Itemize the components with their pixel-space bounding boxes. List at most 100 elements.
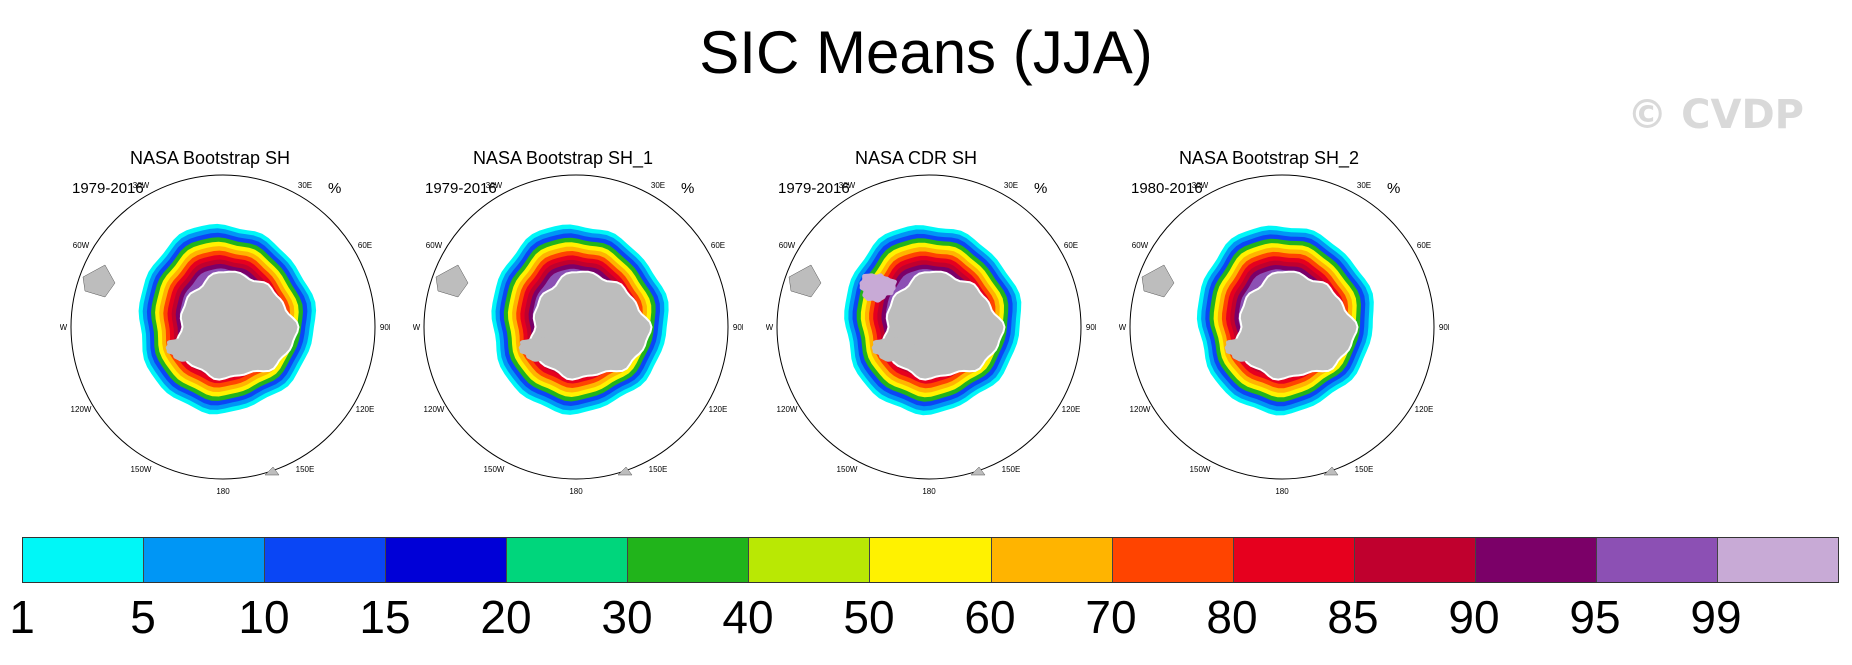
polar-map: 030E60E90E120E150E180150W120W90W60W30W <box>766 174 1096 496</box>
longitude-label: 90E <box>1086 323 1096 332</box>
longitude-label: 60E <box>711 241 725 250</box>
colorbar-box-0 <box>23 538 145 582</box>
new-zealand-landmass <box>264 466 280 476</box>
polar-map: 030E60E90E120E150E180150W120W90W60W30W <box>60 174 390 496</box>
colorbar-box-8 <box>991 538 1113 582</box>
longitude-label: 30W <box>1192 181 1209 190</box>
colorbar-box-1 <box>144 538 266 582</box>
panel-units: % <box>328 180 342 197</box>
colorbar-labels: 1 5 10 15 20 30 40 50 60 70 80 85 90 95 99 <box>0 590 1852 650</box>
map-panel: NASA Bootstrap SH_21980-2016%030E60E90E1… <box>1119 140 1449 520</box>
map-panel: NASA CDR SH1979-2016%030E60E90E120E150E1… <box>766 140 1096 520</box>
colorbar-label: 99 <box>1690 591 1742 643</box>
colorbar-box-7 <box>870 538 992 582</box>
panel-units: % <box>681 180 695 197</box>
watermark: © CVDP <box>1627 92 1804 138</box>
new-zealand-landmass <box>970 466 986 476</box>
longitude-label: 30W <box>839 181 856 190</box>
longitude-label: 90E <box>1439 323 1449 332</box>
colorbar <box>22 537 1839 583</box>
longitude-label: 90E <box>380 323 390 332</box>
colorbar-box-9 <box>1112 538 1234 582</box>
antarctic-peninsula <box>165 337 211 362</box>
south-america-landmass <box>788 264 822 298</box>
colorbar-label: 1 <box>9 591 35 643</box>
longitude-label: 60W <box>426 241 443 250</box>
map-panel: NASA Bootstrap SH1979-2016%030E60E90E120… <box>60 140 390 520</box>
longitude-label: 120W <box>1130 405 1151 414</box>
longitude-label: 60W <box>1132 241 1149 250</box>
panel-title: NASA Bootstrap SH_1 <box>472 148 654 168</box>
colorbar-label: 10 <box>238 591 290 643</box>
longitude-label: 120E <box>1062 405 1081 414</box>
longitude-label: 30E <box>651 181 665 190</box>
colorbar-box-6 <box>749 538 871 582</box>
longitude-label: 150E <box>1002 465 1021 474</box>
colorbar-label: 80 <box>1206 591 1258 643</box>
colorbar-label: 5 <box>130 591 156 643</box>
colorbar-label: 50 <box>843 591 895 643</box>
colorbar-box-11 <box>1354 538 1476 582</box>
longitude-label: 180 <box>922 487 936 496</box>
colorbar-label: 85 <box>1327 591 1379 643</box>
ice-band-99 <box>859 273 897 303</box>
longitude-label: 30W <box>133 181 150 190</box>
longitude-label: 150W <box>837 465 858 474</box>
longitude-label: 120W <box>424 405 445 414</box>
south-america-landmass <box>1141 264 1175 298</box>
antarctic-peninsula <box>518 337 564 362</box>
longitude-label: 150E <box>296 465 315 474</box>
map-panel: NASA Bootstrap SH_11979-2016%030E60E90E1… <box>413 140 743 520</box>
colorbar-box-3 <box>386 538 508 582</box>
longitude-label: 180 <box>216 487 230 496</box>
longitude-label: 150E <box>1355 465 1374 474</box>
colorbar-label: 15 <box>359 591 411 643</box>
colorbar-box-2 <box>265 538 387 582</box>
longitude-label: 60E <box>358 241 372 250</box>
polar-map: 030E60E90E120E150E180150W120W90W60W30W <box>1119 174 1449 496</box>
colorbar-box-4 <box>507 538 629 582</box>
longitude-label: 120W <box>777 405 798 414</box>
longitude-label: 180 <box>569 487 583 496</box>
longitude-label: 30E <box>1357 181 1371 190</box>
longitude-label: 60E <box>1064 241 1078 250</box>
panel-years: 1979-2016 <box>72 180 144 197</box>
longitude-label: 120W <box>71 405 92 414</box>
antarctic-peninsula <box>871 337 917 362</box>
longitude-label: 60E <box>1417 241 1431 250</box>
longitude-label: 90E <box>733 323 743 332</box>
panel-units: % <box>1387 180 1401 197</box>
longitude-label: 180 <box>1275 487 1289 496</box>
longitude-label: 90W <box>60 323 68 332</box>
south-america-landmass <box>435 264 469 298</box>
longitude-label: 60W <box>779 241 796 250</box>
colorbar-box-10 <box>1233 538 1355 582</box>
panel-years: 1979-2016 <box>425 180 497 197</box>
longitude-label: 60W <box>73 241 90 250</box>
new-zealand-landmass <box>1323 466 1339 476</box>
polar-map: 030E60E90E120E150E180150W120W90W60W30W <box>413 174 743 496</box>
south-america-landmass <box>82 264 116 298</box>
antarctic-peninsula <box>1224 337 1270 362</box>
longitude-label: 30E <box>298 181 312 190</box>
longitude-label: 150E <box>649 465 668 474</box>
panel-title: NASA CDR SH <box>854 148 978 168</box>
longitude-label: 90W <box>413 323 421 332</box>
colorbar-box-5 <box>628 538 750 582</box>
colorbar-label: 40 <box>722 591 774 643</box>
longitude-label: 30W <box>486 181 503 190</box>
panel-title: NASA Bootstrap SH <box>129 148 291 168</box>
colorbar-label: 70 <box>1085 591 1137 643</box>
colorbar-label: 30 <box>601 591 653 643</box>
colorbar-label: 60 <box>964 591 1016 643</box>
longitude-label: 120E <box>356 405 375 414</box>
longitude-label: 90W <box>766 323 774 332</box>
colorbar-label: 95 <box>1569 591 1621 643</box>
longitude-label: 30E <box>1004 181 1018 190</box>
colorbar-box-14 <box>1717 538 1838 582</box>
colorbar-box-13 <box>1596 538 1718 582</box>
longitude-label: 150W <box>1190 465 1211 474</box>
longitude-label: 150W <box>131 465 152 474</box>
panel-title: NASA Bootstrap SH_2 <box>1178 148 1360 168</box>
panel-units: % <box>1034 180 1048 197</box>
